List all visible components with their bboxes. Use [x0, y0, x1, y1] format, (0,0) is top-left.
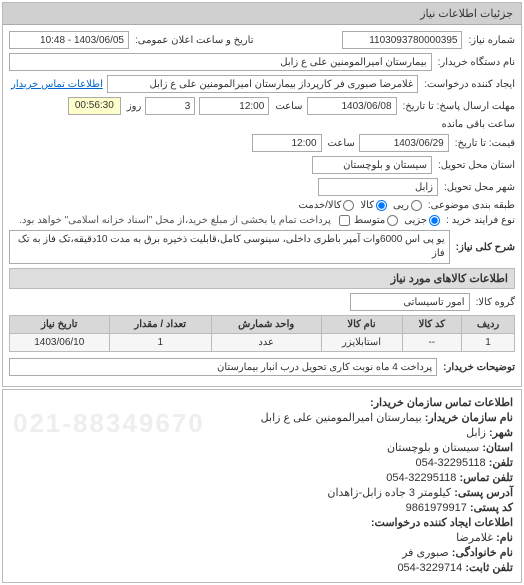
- price-until-label: قیمت: تا تاریخ:: [455, 138, 515, 149]
- cell-row: 1: [462, 334, 515, 352]
- fcity-label: شهر:: [489, 427, 513, 439]
- size-label: نوع فرایند خرید :: [446, 215, 515, 226]
- radio-kala-label: کالا: [360, 200, 374, 211]
- panel-title[interactable]: جزئیات اطلاعات نیاز: [3, 3, 521, 25]
- radio-small[interactable]: جزیی: [404, 215, 440, 226]
- ffamily-value: صبوری فر: [402, 547, 449, 559]
- public-date-label: تاریخ و ساعت اعلان عمومی:: [135, 35, 254, 46]
- table-row: 1 -- استابلایزر عدد 1 1403/06/10: [10, 334, 515, 352]
- radio-kala[interactable]: کالا: [360, 200, 387, 211]
- price-until-time: 12:00: [252, 134, 322, 152]
- requester-label: ایجاد کننده درخواست:: [424, 79, 515, 90]
- desc-field: یو پی اس 6000وات آمپر باطری داخلی، سینوس…: [9, 230, 450, 264]
- radio-small-label: جزیی: [404, 215, 427, 226]
- group-type-label: طبقه بندی موضوعی:: [428, 200, 515, 211]
- fdtel-label: تلفن ثابت:: [465, 562, 513, 574]
- price-until-time-label: ساعت: [328, 138, 355, 149]
- th-row: ردیف: [462, 316, 515, 334]
- org-label: نام سازمان خریدار:: [425, 412, 513, 424]
- fpost-label: کد پستی:: [470, 502, 513, 514]
- main-panel: جزئیات اطلاعات نیاز شماره نیاز: 11030937…: [2, 2, 522, 387]
- desc-label: شرح کلی نیاز:: [456, 242, 515, 253]
- remain-label: ساعت باقی مانده: [442, 119, 515, 130]
- size-radios: جزیی متوسط: [354, 215, 440, 226]
- price-until-date: 1403/06/29: [359, 134, 449, 152]
- fprov-value: سیستان و بلوچستان: [387, 442, 479, 454]
- footer-title: اطلاعات تماس سازمان خریدار:: [370, 397, 513, 409]
- org-value: بیمارستان امیرالمومنین علی ع زابل: [261, 412, 422, 424]
- deadline-time-label: ساعت: [275, 101, 302, 112]
- items-table: ردیف کد کالا نام کالا واحد شمارش تعداد /…: [9, 315, 515, 352]
- deadline-label: مهلت ارسال پاسخ: تا تاریخ:: [403, 101, 515, 112]
- paynote-checkbox[interactable]: [339, 215, 350, 226]
- th-needdate: تاریخ نیاز: [10, 316, 110, 334]
- creator-title: اطلاعات ایجاد کننده درخواست:: [371, 517, 513, 529]
- radio-ray-label: ریی: [393, 200, 409, 211]
- faddr-label: آدرس پستی:: [454, 487, 513, 499]
- footer-info: 021-88349670 اطلاعات تماس سازمان خریدار:…: [2, 389, 522, 583]
- ffax-value: 32295118-054: [386, 472, 456, 484]
- radio-both-label: کالا/خدمت: [299, 200, 342, 211]
- shomare-field: 1103093780000395: [342, 31, 462, 49]
- fname-label: نام:: [496, 532, 513, 544]
- goods-section-title: اطلاعات کالاهای مورد نیاز: [9, 268, 515, 289]
- buyer-notes-field: پرداخت 4 ماه نوبت کاری تحویل درب انبار ب…: [9, 358, 437, 376]
- buyer-field: بیمارستان امیرالمومنین علی ع زابل: [9, 53, 432, 71]
- cell-code: --: [402, 334, 462, 352]
- cell-qty: 1: [109, 334, 211, 352]
- cell-unit: عدد: [211, 334, 321, 352]
- shomare-label: شماره نیاز:: [468, 35, 515, 46]
- ftel-label: تلفن:: [489, 457, 513, 469]
- th-name: نام کالا: [321, 316, 402, 334]
- city-field: زابل: [318, 178, 438, 196]
- remain-time: 00:56:30: [68, 97, 121, 115]
- radio-mid-label: متوسط: [354, 215, 385, 226]
- public-date-field: 1403/06/05 - 10:48: [9, 31, 129, 49]
- remain-day-label: روز: [127, 101, 142, 112]
- fpost-value: 9861979917: [406, 502, 467, 514]
- radio-mid[interactable]: متوسط: [354, 215, 398, 226]
- fname-value: غلامرضا: [456, 532, 493, 544]
- province-field: سیستان و بلوچستان: [312, 156, 432, 174]
- radio-both[interactable]: کالا/خدمت: [299, 200, 355, 211]
- ffamily-label: نام خانوادگی:: [452, 547, 513, 559]
- group-type-radios: ریی کالا کالا/خدمت: [299, 200, 422, 211]
- radio-ray[interactable]: ریی: [393, 200, 422, 211]
- remain-days: 3: [145, 97, 195, 115]
- ffax-label: تلفن تماس:: [459, 472, 513, 484]
- requester-field: غلامرضا صبوری فر کارپرداز بیمارستان امیر…: [107, 75, 418, 93]
- cell-name: استابلایزر: [321, 334, 402, 352]
- th-code: کد کالا: [402, 316, 462, 334]
- fprov-label: استان:: [482, 442, 513, 454]
- th-qty: تعداد / مقدار: [109, 316, 211, 334]
- buyer-notes-label: توضیحات خریدار:: [443, 362, 515, 373]
- city-label: شهر محل تحویل:: [444, 182, 515, 193]
- ftel-value: 32295118-054: [415, 457, 485, 469]
- buyer-label: نام دستگاه خریدار:: [438, 57, 515, 68]
- deadline-date: 1403/06/08: [307, 97, 397, 115]
- th-unit: واحد شمارش: [211, 316, 321, 334]
- panel-body: شماره نیاز: 1103093780000395 تاریخ و ساع…: [3, 25, 521, 386]
- goods-group-field: امور تاسیساتی: [350, 293, 470, 311]
- buyer-contact-link[interactable]: اطلاعات تماس خریدار: [11, 79, 103, 90]
- deadline-time: 12:00: [199, 97, 269, 115]
- goods-group-label: گروه کالا:: [476, 297, 515, 308]
- fcity-value: زابل: [466, 427, 486, 439]
- fdtel-value: 3229714-054: [397, 562, 462, 574]
- paynote-text: پرداخت تمام یا بخشی از مبلغ خرید،از محل …: [19, 215, 331, 226]
- cell-needdate: 1403/06/10: [10, 334, 110, 352]
- faddr-value: کیلومتر 3 جاده زابل-زاهدان: [327, 487, 451, 499]
- province-label: استان محل تحویل:: [438, 160, 515, 171]
